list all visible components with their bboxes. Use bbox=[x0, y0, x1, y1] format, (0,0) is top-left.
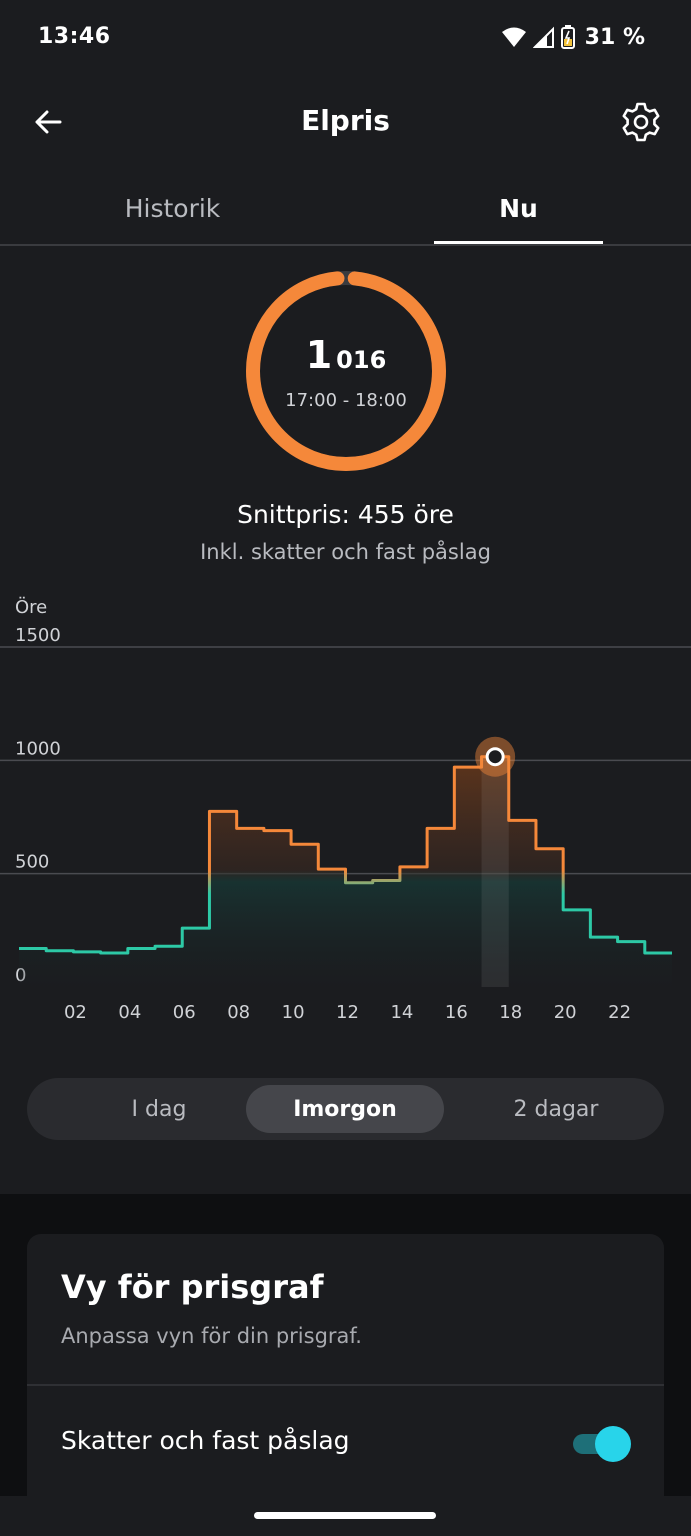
current-price-main: 1 bbox=[305, 333, 333, 377]
card-subtitle: Anpassa vyn för din prisgraf. bbox=[61, 1324, 362, 1348]
toggle-knob bbox=[595, 1426, 631, 1462]
x-tick-label: 04 bbox=[118, 1002, 141, 1023]
x-tick-label: 10 bbox=[282, 1002, 305, 1023]
settings-button[interactable] bbox=[617, 98, 665, 146]
range-option-two-days[interactable]: 2 dagar bbox=[513, 1096, 599, 1122]
x-tick-label: 02 bbox=[64, 1002, 87, 1023]
app-bar: Elpris bbox=[0, 76, 691, 172]
battery-icon bbox=[560, 25, 575, 49]
card-title: Vy för prisgraf bbox=[61, 1268, 324, 1306]
range-selector: I dag Imorgon 2 dagar bbox=[27, 1078, 664, 1140]
taxes-toggle[interactable] bbox=[573, 1426, 631, 1462]
current-time-range: 17:00 - 18:00 bbox=[285, 390, 407, 411]
x-tick-label: 06 bbox=[173, 1002, 196, 1023]
range-option-today[interactable]: I dag bbox=[131, 1096, 187, 1122]
y-tick-label: 1500 bbox=[15, 625, 61, 646]
wifi-icon bbox=[501, 27, 526, 47]
price-gauge bbox=[246, 271, 446, 471]
price-chart: Öre1500100050000204060810121416182022 bbox=[0, 596, 691, 1023]
status-time: 13:46 bbox=[38, 24, 111, 49]
highlight-column bbox=[481, 756, 509, 987]
battery-percent: 31 % bbox=[584, 24, 645, 50]
price-line bbox=[19, 755, 672, 955]
range-option-tomorrow[interactable]: Imorgon bbox=[246, 1085, 444, 1133]
x-tick-label: 18 bbox=[499, 1002, 522, 1023]
current-price-rest: 016 bbox=[336, 346, 387, 374]
x-tick-label: 14 bbox=[390, 1002, 413, 1023]
y-tick-label: 1000 bbox=[15, 738, 61, 759]
x-tick-label: 22 bbox=[608, 1002, 631, 1023]
signal-icon bbox=[532, 26, 554, 48]
status-icons: 31 % bbox=[501, 22, 645, 52]
card-divider bbox=[27, 1384, 664, 1386]
taxes-toggle-label: Skatter och fast påslag bbox=[61, 1426, 350, 1455]
arrow-left-icon bbox=[35, 110, 62, 134]
gear-icon bbox=[622, 102, 660, 142]
system-nav-bar bbox=[0, 1496, 691, 1536]
current-hour-marker bbox=[485, 747, 505, 767]
status-bar: 13:46 31 % bbox=[0, 0, 691, 76]
home-indicator[interactable] bbox=[254, 1512, 436, 1519]
current-price: 1 016 bbox=[244, 333, 448, 377]
x-tick-label: 12 bbox=[336, 1002, 359, 1023]
x-tick-label: 20 bbox=[554, 1002, 577, 1023]
average-price-note: Inkl. skatter och fast påslag bbox=[200, 540, 491, 564]
x-tick-label: 16 bbox=[445, 1002, 468, 1023]
y-tick-label: 500 bbox=[15, 852, 49, 873]
tab-nu[interactable]: Nu bbox=[499, 193, 538, 223]
page-title: Elpris bbox=[301, 104, 390, 137]
x-tick-label: 08 bbox=[227, 1002, 250, 1023]
y-axis-label: Öre bbox=[15, 596, 47, 618]
tab-bar: Historik Nu bbox=[0, 172, 691, 246]
tab-historik[interactable]: Historik bbox=[124, 193, 221, 223]
chart-view-card: Vy för prisgraf Anpassa vyn för din pris… bbox=[27, 1234, 664, 1496]
average-price: Snittpris: 455 öre bbox=[237, 500, 454, 529]
tab-indicator bbox=[434, 241, 603, 244]
back-button[interactable] bbox=[24, 98, 72, 146]
gauge-progress-arc bbox=[246, 271, 446, 471]
